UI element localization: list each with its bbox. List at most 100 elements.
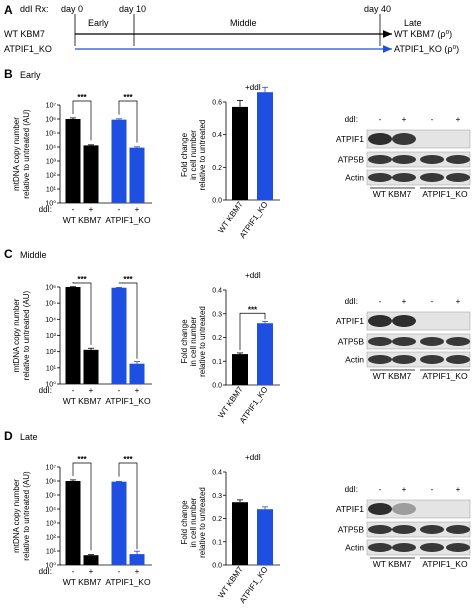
panel-c-blot-row-label: Actin	[345, 355, 364, 365]
panel-b-blot-band	[368, 155, 392, 164]
panel-c-mtdna-group-ko: ATPIF1_KO	[105, 396, 151, 406]
panel-c-blot-band	[392, 355, 416, 364]
panel-c-mtdna-ddi-sign: +	[89, 386, 94, 395]
panel-c-fold-sig-stars: ***	[248, 305, 258, 314]
panel-c-mtdna-sig-bracket	[72, 282, 92, 345]
timeline-wt-right: WT KBM7 (ρ⁰)	[394, 29, 452, 39]
panel-b-mtdna-chart: mtDNA copy number relative to untreated (…	[12, 93, 152, 225]
panel-c-blot-band	[368, 337, 392, 346]
panel-b-mtdna-sig-stars: ***	[77, 93, 87, 102]
panel-c-mtdna-ddi-sign: -	[118, 386, 121, 395]
phase-late: Late	[404, 18, 422, 28]
panel-b-mtdna-bar	[83, 145, 99, 203]
ddi-rx-label: ddI Rx:	[20, 4, 49, 14]
panel-b-fold-ytick-label: 0.2	[212, 165, 222, 172]
panel-b-blot-ddi-sign: +	[402, 115, 407, 124]
day0-label: day 0	[61, 4, 83, 14]
panel-b-blot-band	[368, 133, 392, 145]
panel-c-mtdna-ytick-label: 10³	[46, 333, 57, 340]
panel-b-label: B	[4, 67, 13, 81]
panel-d-mtdna-sig-bracket	[72, 462, 92, 551]
panel-d-mtdna-ylabel-1: mtDNA copy number	[12, 479, 21, 553]
panel-d-mtdna-bar	[111, 481, 127, 565]
panel-b-mtdna-bar	[65, 119, 81, 203]
panel-d-blot-ddi-sign: +	[402, 485, 407, 494]
panel-c-fold-ytick-label: 0.0	[212, 383, 222, 390]
panel-b-mtdna-ddi-label: ddI:	[39, 205, 52, 214]
panel-d-blot-band	[420, 543, 444, 552]
panel-b-blot-group-ko: ATPIF1_KO	[422, 189, 468, 199]
panel-d-mtdna-ytick-label: 10⁷	[46, 465, 57, 472]
panel-d-fold-ytick-label: 0.0	[212, 563, 222, 570]
panel-c-fold-bar	[232, 354, 248, 385]
panel-b-mtdna-sig-stars: ***	[123, 93, 133, 102]
panel-d-blot-row-label: ATPIF1	[336, 504, 364, 514]
panel-d-mtdna-ytick-label: 10²	[46, 535, 57, 542]
panel-d-blot-group-wt: WT KBM7	[373, 559, 412, 569]
panel-b-mtdna-sig-bracket	[118, 100, 138, 143]
panel-d-mtdna-ddi-sign: -	[118, 567, 121, 576]
timeline-ko-left: ATPIF1_KO	[4, 44, 52, 54]
panel-d-blot-band	[392, 525, 416, 534]
panel-d-blot-band	[368, 525, 392, 534]
panel-c-fold-ylabel-3: relative to untreated	[198, 306, 207, 377]
panel-b-fold-ylabel-3: relative to untreated	[198, 120, 207, 191]
panel-c-blot-band	[446, 355, 470, 364]
panel-d-blot-ddi-sign: +	[456, 485, 461, 494]
panel-c-mtdna-ytick-label: 10⁴	[45, 317, 56, 324]
panel-b-blot-band	[420, 155, 444, 164]
panel-b-fold-ylabel-1: Fold change	[180, 132, 189, 177]
panel-c-label: C	[4, 247, 13, 261]
panel-b-blot-band	[420, 173, 444, 182]
panel-d-mtdna-ddi-sign: -	[72, 567, 75, 576]
panel-c-mtdna-ytick-label: 10⁰	[45, 381, 56, 389]
panel-d-mtdna-group-ko: ATPIF1_KO	[105, 577, 151, 587]
panel-b-phase: Early	[20, 70, 41, 80]
panel-b-blot-band	[446, 173, 470, 182]
panel-c-mtdna-ytick-label: 10⁵	[45, 301, 56, 308]
panel-b-blot-band	[368, 173, 392, 182]
panel-c-fold-ytick-label: 0.1	[212, 359, 222, 366]
panel-c-western-blot: ddI: - + - + ATPIF1 ATP5B Actin WT KBM7 ATPIF1_KO	[336, 297, 471, 381]
panel-c-mtdna-bar	[65, 287, 81, 384]
panel-b-mtdna-ddi-sign: -	[72, 205, 75, 214]
panel-d-western-blot: ddI: - + - + ATPIF1 ATP5B Actin WT KBM7 ATPIF1_KO	[336, 485, 471, 569]
panel-d-blot-band	[392, 543, 416, 552]
panel-c-fold-ylabel-2: in cell number	[189, 316, 198, 366]
panel-d-blot-group-ko: ATPIF1_KO	[422, 559, 468, 569]
panel-d-blot-band	[446, 525, 470, 534]
panel-d-mtdna-ytick-label: 10⁴	[45, 507, 56, 514]
panel-c-mtdna-bar	[111, 287, 127, 384]
panel-b-blot-group-wt: WT KBM7	[373, 189, 412, 199]
panel-c-mtdna-chart: mtDNA copy number relative to untreated (…	[12, 275, 152, 406]
panel-c-fold-plus-ddi: +ddI	[245, 271, 261, 280]
panel-d-blot-row-label: Actin	[345, 543, 364, 553]
panel-d-mtdna-ylabel-2: relative to untreated (AU)	[22, 471, 31, 561]
panel-d-label: D	[4, 429, 13, 443]
panel-b-blot-row-label: ATP5B	[338, 155, 365, 165]
panel-d-mtdna-ytick-label: 10⁶	[45, 479, 56, 486]
panel-d-mtdna-ddi-sign: +	[89, 567, 94, 576]
panel-c-blot-ddi-label: ddI:	[345, 297, 358, 306]
panel-c-blot-band	[368, 315, 392, 327]
panel-d-mtdna-bar	[83, 555, 99, 565]
panel-d-mtdna-ytick-label: 10⁵	[45, 493, 56, 500]
panel-b-fold-plus-ddi: +ddI	[245, 83, 261, 92]
panel-b-fold-bar	[232, 106, 248, 200]
panel-d-mtdna-sig-stars: ***	[123, 455, 133, 464]
panel-b-mtdna-ytick-label: 10⁵	[45, 131, 56, 138]
panel-c-mtdna-ylabel-1: mtDNA copy number	[12, 298, 21, 372]
panel-d-fold-ytick-label: 0.2	[212, 516, 222, 523]
panel-d-mtdna-ytick-label: 10³	[46, 521, 57, 528]
panel-d-fold-bar	[257, 509, 273, 565]
panel-b-blot-ddi-sign: -	[431, 115, 434, 124]
panel-c-fold-ytick-label: 0.4	[212, 288, 222, 295]
panel-b-mtdna-ddi-sign: -	[118, 205, 121, 214]
panel-c-mtdna-bar	[129, 363, 145, 384]
panel-b-fold-ytick-label: 0.4	[212, 132, 222, 139]
timeline-ko-right: ATPIF1_KO (ρ⁰)	[394, 44, 459, 54]
panel-c-fold-ylabel-1: Fold change	[180, 319, 189, 364]
panel-b-blot-ddi-sign: +	[456, 115, 461, 124]
panel-d-fold-ytick-label: 0.1	[212, 539, 222, 546]
